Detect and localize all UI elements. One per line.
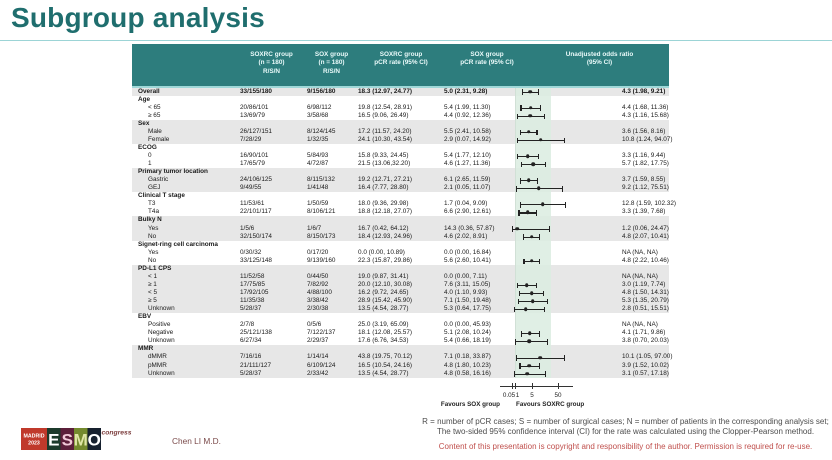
svg-text:congress: congress (101, 429, 131, 436)
svg-text:MADRID: MADRID (23, 433, 44, 439)
svg-text:E: E (48, 430, 59, 449)
svg-text:M: M (73, 430, 87, 449)
svg-text:S: S (61, 430, 72, 449)
svg-text:O: O (87, 430, 100, 449)
svg-text:2023: 2023 (28, 440, 40, 446)
